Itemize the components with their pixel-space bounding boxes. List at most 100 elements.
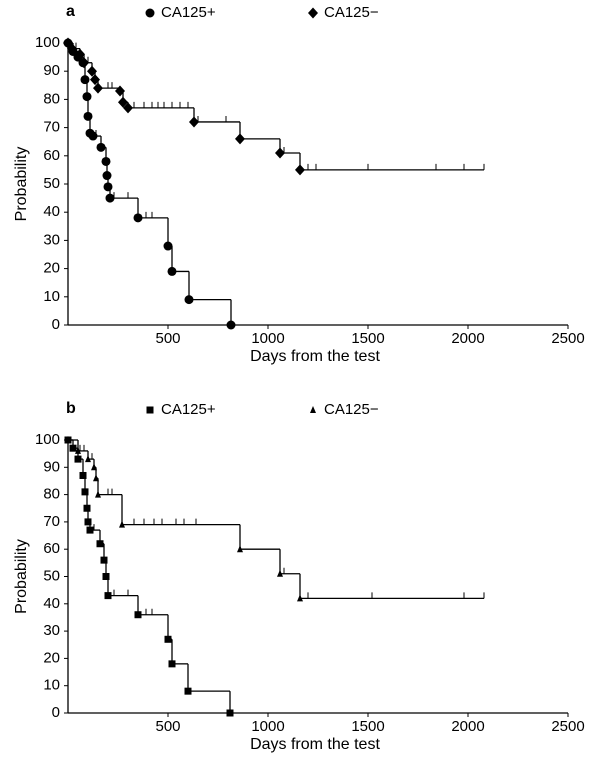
event-marker (226, 320, 236, 330)
event-marker (79, 471, 87, 479)
y-axis-label: Probability (13, 539, 30, 614)
y-tick-label: 30 (43, 622, 60, 639)
legend-marker (146, 406, 154, 414)
x-tick-label: 1000 (251, 718, 284, 735)
x-axis-label: Days from the test (250, 348, 380, 365)
event-marker (67, 43, 77, 55)
event-marker (115, 85, 125, 97)
y-tick-label: 0 (52, 704, 60, 721)
event-marker (79, 57, 89, 69)
event-marker (167, 266, 177, 276)
event-marker (189, 116, 199, 128)
event-marker (74, 455, 82, 463)
legend-label: CA125+ (161, 401, 216, 418)
event-marker (101, 156, 111, 166)
event-marker (84, 518, 92, 526)
event-marker (168, 660, 176, 668)
y-tick-label: 60 (43, 540, 60, 557)
y-tick-label: 50 (43, 175, 60, 192)
event-marker (85, 455, 91, 463)
x-tick-label: 2000 (451, 718, 484, 735)
event-marker (81, 488, 89, 496)
y-tick-label: 80 (43, 90, 60, 107)
event-marker (75, 446, 81, 454)
x-tick-label: 1500 (351, 718, 384, 735)
event-marker (96, 540, 104, 548)
x-tick-label: 500 (155, 330, 180, 347)
y-tick-label: 20 (43, 260, 60, 277)
x-tick-label: 2500 (551, 718, 584, 735)
event-marker (102, 573, 110, 580)
x-tick-label: 500 (155, 718, 180, 735)
event-marker (80, 75, 90, 85)
y-tick-label: 90 (43, 62, 60, 79)
y-tick-label: 50 (43, 567, 60, 584)
event-marker (119, 520, 125, 528)
event-marker (69, 444, 77, 452)
event-marker (100, 556, 108, 564)
event-marker (83, 504, 91, 512)
event-marker (86, 526, 94, 534)
event-marker (277, 569, 283, 577)
legend-label: CA125+ (161, 4, 216, 21)
event-marker (235, 133, 245, 145)
y-tick-label: 40 (43, 203, 60, 220)
event-marker (133, 213, 143, 223)
event-marker (105, 193, 115, 203)
event-marker (95, 490, 101, 498)
x-tick-label: 1000 (251, 330, 284, 347)
y-tick-label: 10 (43, 288, 60, 305)
x-tick-label: 1500 (351, 330, 384, 347)
y-tick-label: 70 (43, 513, 60, 530)
y-tick-label: 100 (35, 431, 60, 448)
event-marker (91, 463, 97, 471)
y-tick-label: 80 (43, 486, 60, 503)
y-tick-label: 70 (43, 119, 60, 136)
event-marker (90, 74, 100, 86)
event-marker (104, 592, 112, 600)
event-marker (75, 48, 85, 60)
legend-marker (310, 406, 316, 413)
panel-label: b (66, 400, 76, 417)
event-marker (237, 545, 243, 553)
y-tick-label: 20 (43, 649, 60, 666)
event-marker (93, 474, 99, 482)
event-marker (82, 92, 92, 102)
event-marker (96, 142, 106, 152)
event-marker (123, 102, 133, 114)
y-axis-label: Probability (13, 147, 30, 222)
y-tick-label: 0 (52, 316, 60, 333)
event-marker (163, 241, 173, 251)
y-tick-label: 10 (43, 677, 60, 694)
event-marker (102, 171, 112, 181)
event-marker (184, 687, 192, 695)
x-axis-label: Days from the test (250, 736, 380, 753)
event-marker (65, 436, 71, 443)
legend-marker (308, 7, 318, 19)
legend-label: CA125− (324, 401, 379, 418)
x-tick-label: 2000 (451, 330, 484, 347)
legend-label: CA125− (324, 4, 379, 21)
event-marker (93, 82, 103, 94)
event-marker (103, 182, 113, 192)
event-marker (134, 611, 142, 619)
event-marker (164, 635, 172, 643)
y-tick-label: 30 (43, 231, 60, 248)
event-marker (118, 96, 128, 108)
event-marker (275, 147, 285, 159)
event-marker (88, 131, 98, 141)
event-marker (295, 164, 305, 176)
event-marker (87, 65, 97, 77)
panel-label: a (66, 3, 75, 20)
y-tick-label: 100 (35, 34, 60, 51)
event-marker (184, 295, 194, 305)
y-tick-label: 60 (43, 147, 60, 164)
y-tick-label: 40 (43, 595, 60, 612)
x-tick-label: 2500 (551, 330, 584, 347)
y-tick-label: 90 (43, 458, 60, 475)
event-marker (83, 111, 93, 121)
legend-marker (145, 8, 155, 18)
event-marker (297, 594, 303, 602)
